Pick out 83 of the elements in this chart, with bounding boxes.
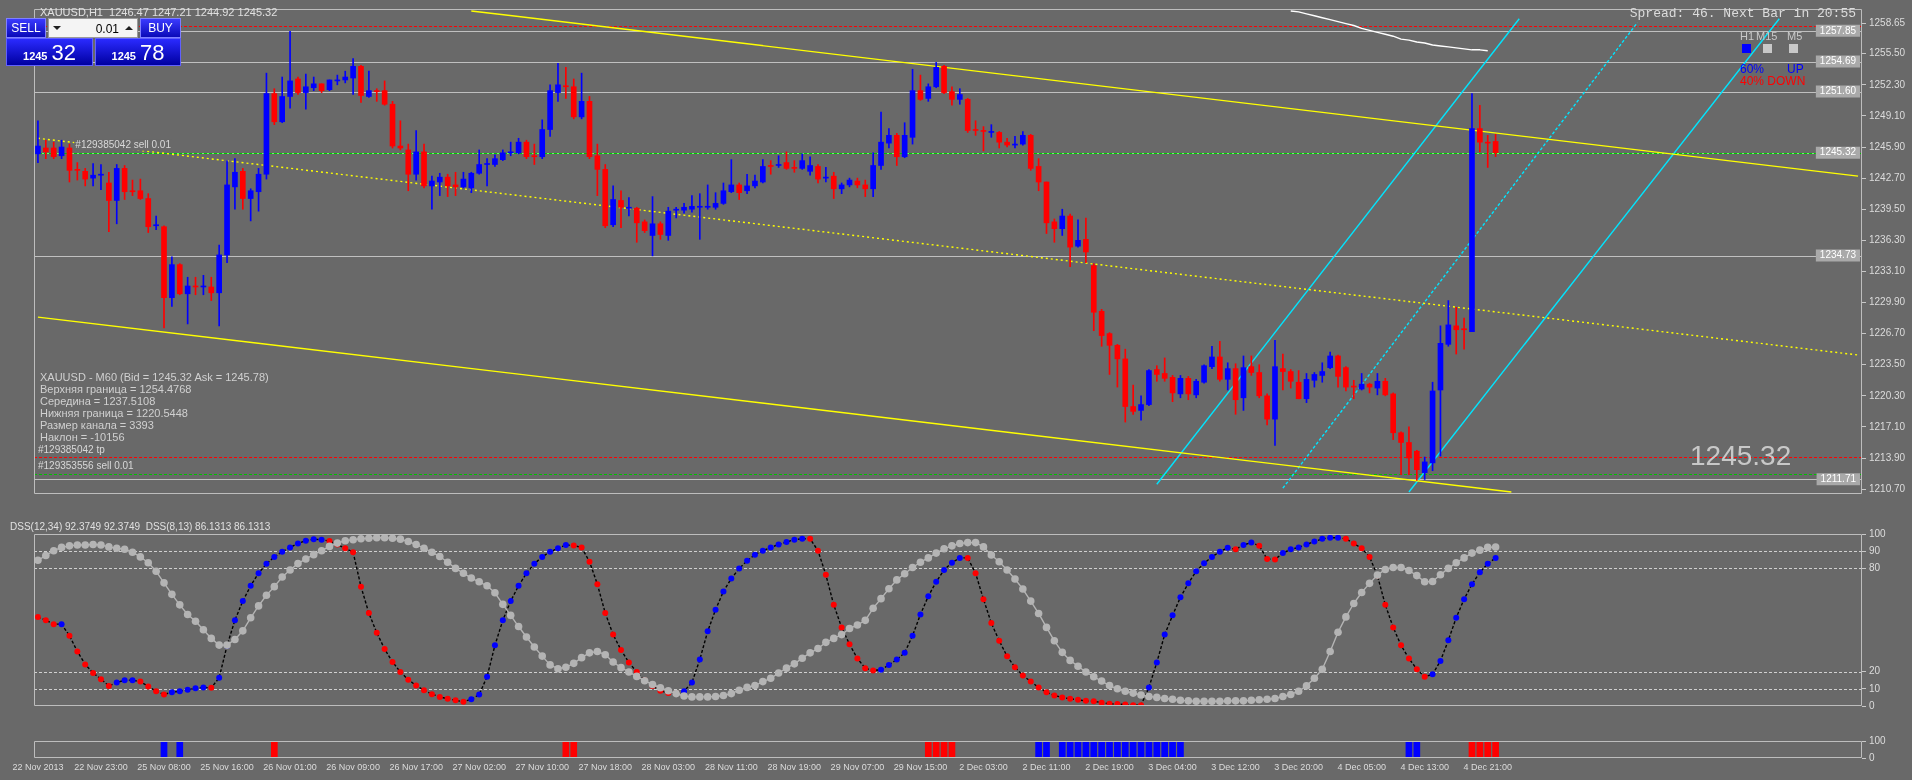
y-tick-label: 1233.10 — [1869, 265, 1906, 277]
y-tick-label: 100 — [1869, 734, 1887, 746]
x-tick-label: 3 Dec 20:00 — [1274, 761, 1323, 772]
y-tick-label: 1223.50 — [1869, 358, 1906, 370]
annotation: 0.01 — [95, 22, 119, 36]
ref-line-label: #129385042 tp — [38, 443, 106, 455]
y-tick-label: 1245.90 — [1869, 140, 1906, 152]
y-tick-label: 1249.10 — [1869, 109, 1906, 121]
x-tick-label: 4 Dec 05:00 — [1337, 761, 1386, 772]
x-tick-label: 2 Dec 11:00 — [1022, 761, 1071, 772]
x-tick-label: 26 Nov 09:00 — [326, 761, 380, 772]
x-tick-label: 2 Dec 19:00 — [1085, 761, 1134, 772]
x-tick-label: 27 Nov 18:00 — [578, 761, 633, 772]
annotation: Середина = 1237.5108 — [40, 395, 156, 407]
x-tick-label: 26 Nov 01:00 — [263, 761, 317, 772]
y-tick-label: 80 — [1869, 562, 1881, 574]
x-tick-label: 25 Nov 16:00 — [200, 761, 254, 772]
ref-line-label: 1254.69 — [1819, 55, 1857, 67]
x-tick-label: 26 Nov 17:00 — [389, 761, 443, 772]
y-tick-label: 0 — [1869, 699, 1875, 711]
y-tick-label: 1255.50 — [1869, 47, 1906, 59]
y-tick-label: 20 — [1869, 665, 1881, 677]
sell-price-box: 1245 32 — [6, 38, 93, 66]
y-tick-label: 1236.30 — [1869, 234, 1906, 246]
chart-title: DSS(12,34) 92.3749 92.3749 DSS(8,13) 86.1313 86.1313 — [10, 521, 271, 532]
buy-price-box: 1245 78 — [95, 38, 181, 66]
x-tick-label: 25 Nov 08:00 — [137, 761, 191, 772]
annotation: Наклон = -10156 — [40, 431, 125, 443]
y-tick-label: 1229.90 — [1869, 296, 1906, 308]
annotation: SELL — [11, 21, 41, 35]
x-tick-label: 3 Dec 04:00 — [1148, 761, 1197, 772]
y-tick-label: 1252.30 — [1869, 78, 1906, 90]
y-tick-label: 1217.10 — [1869, 420, 1906, 432]
x-tick-label: 4 Dec 13:00 — [1400, 761, 1449, 772]
y-tick-label: 1213.90 — [1869, 451, 1906, 463]
y-tick-label: 1258.65 — [1869, 16, 1906, 28]
ref-line-label: 1251.60 — [1819, 85, 1857, 97]
annotation: Верхняя граница = 1254.4768 — [40, 383, 192, 395]
ref-line-label: 1211.71 — [1820, 473, 1857, 485]
x-tick-label: 29 Nov 15:00 — [893, 761, 948, 772]
x-tick-label: 22 Nov 2013 — [12, 761, 64, 772]
y-tick-label: 1210.70 — [1869, 482, 1906, 494]
annotation: 32 — [51, 40, 76, 65]
annotation: Нижняя граница = 1220.5448 — [40, 407, 188, 419]
ref-line-label: 1257.85 — [1819, 24, 1857, 36]
annotation: 60% — [1740, 62, 1765, 76]
x-tick-label: 2 Dec 03:00 — [959, 761, 1008, 772]
ref-line-label: #129353556 sell 0.01 — [38, 460, 135, 472]
y-tick-label: 100 — [1869, 527, 1887, 539]
x-tick-label: 29 Nov 07:00 — [830, 761, 885, 772]
y-tick-label: 1220.30 — [1869, 389, 1906, 401]
x-tick-label: 3 Dec 12:00 — [1211, 761, 1260, 772]
annotation: 78 — [140, 40, 165, 65]
x-tick-label: 4 Dec 21:00 — [1463, 761, 1513, 772]
lot-field: 0.01 — [48, 18, 138, 38]
ref-line-label: 1245.32 — [1819, 146, 1857, 158]
annotation: 1245.32 — [1690, 440, 1792, 471]
annotation: H1 — [1740, 30, 1755, 42]
annotation: XAUUSD - M60 (Bid = 1245.32 Ask = 1245.78) — [40, 371, 269, 383]
x-tick-label: 27 Nov 02:00 — [452, 761, 506, 772]
annotation: M5 — [1787, 30, 1803, 42]
y-tick-label: 10 — [1869, 682, 1881, 694]
annotation: Размер канала = 3393 — [40, 419, 154, 431]
annotation: Spread: 46. Next Bar in 20:55 — [1629, 6, 1856, 21]
y-tick-label: 1242.70 — [1869, 171, 1906, 183]
sell-button: SELL — [6, 18, 46, 38]
y-tick-label: 0 — [1869, 751, 1875, 763]
x-tick-label: 27 Nov 10:00 — [515, 761, 569, 772]
annotation: BUY — [148, 21, 173, 35]
annotation: 40% DOWN — [1740, 74, 1806, 88]
y-tick-label: 90 — [1869, 544, 1881, 556]
x-tick-label: 28 Nov 03:00 — [641, 761, 696, 772]
x-tick-label: 28 Nov 19:00 — [767, 761, 822, 772]
annotation: UP — [1787, 62, 1804, 76]
buy-button: BUY — [140, 18, 181, 38]
y-tick-label: 1226.70 — [1869, 327, 1906, 339]
ref-line-label: #129385042 sell 0.01 — [75, 139, 172, 151]
annotation: 1245 — [111, 50, 136, 62]
ref-line-label: 1234.73 — [1819, 249, 1857, 261]
x-tick-label: 22 Nov 23:00 — [74, 761, 128, 772]
annotation: 1245 — [23, 50, 48, 62]
y-tick-label: 1239.50 — [1869, 202, 1906, 214]
x-tick-label: 28 Nov 11:00 — [704, 761, 758, 772]
